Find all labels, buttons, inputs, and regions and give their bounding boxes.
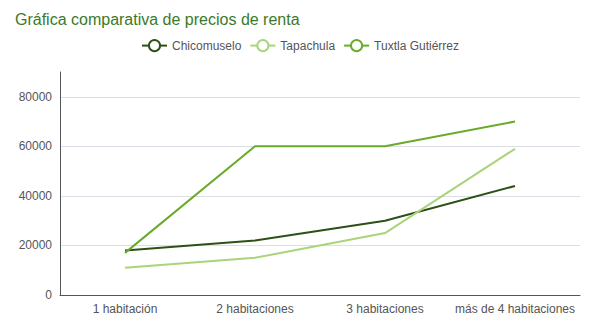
svg-text:1 habitación: 1 habitación bbox=[93, 302, 158, 316]
svg-text:más de 4 habitaciones: más de 4 habitaciones bbox=[455, 302, 575, 316]
svg-text:Tapachula: Tapachula bbox=[280, 39, 335, 53]
svg-text:0: 0 bbox=[45, 288, 52, 302]
svg-text:2 habitaciones: 2 habitaciones bbox=[216, 302, 293, 316]
svg-text:Chicomuselo: Chicomuselo bbox=[172, 39, 242, 53]
svg-text:80000: 80000 bbox=[19, 90, 53, 104]
svg-text:60000: 60000 bbox=[19, 139, 53, 153]
svg-text:20000: 20000 bbox=[19, 238, 53, 252]
svg-text:Gráfica comparativa de precios: Gráfica comparativa de precios de renta bbox=[15, 11, 300, 28]
svg-text:40000: 40000 bbox=[19, 189, 53, 203]
svg-text:Tuxtla Gutiérrez: Tuxtla Gutiérrez bbox=[374, 39, 459, 53]
svg-text:3 habitaciones: 3 habitaciones bbox=[346, 302, 423, 316]
